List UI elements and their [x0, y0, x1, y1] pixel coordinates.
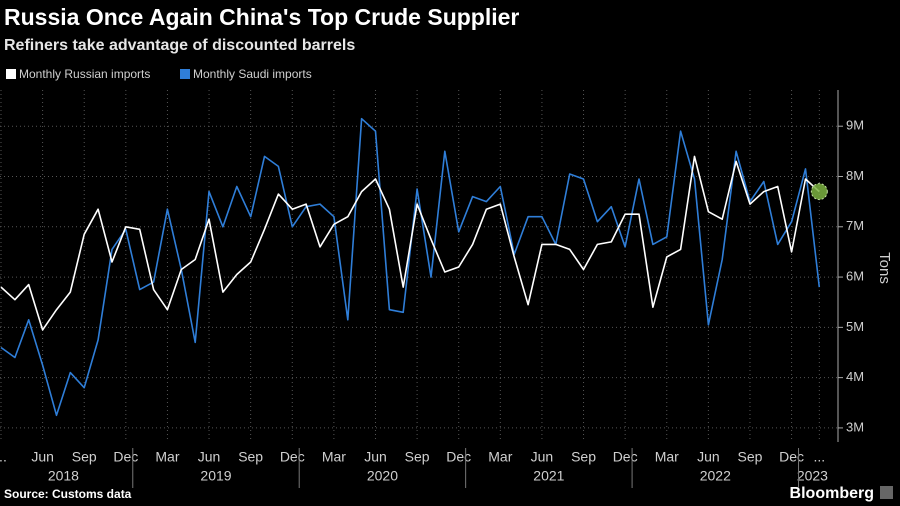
series-line	[0, 155, 820, 331]
x-tick-label: ...	[813, 449, 825, 465]
x-tick-label: Dec	[613, 449, 638, 465]
legend-label: Monthly Russian imports	[19, 67, 150, 81]
y-tick-label: 6M	[846, 269, 864, 284]
x-tick-label: Jun	[697, 449, 720, 465]
y-tick-label: 9M	[846, 118, 864, 133]
brand: Bloomberg	[790, 485, 874, 502]
x-tick-label: Mar	[322, 449, 346, 465]
chart-title: Russia Once Again China's Top Crude Supp…	[4, 4, 519, 30]
x-tick-label: Dec	[779, 449, 804, 465]
source: Source: Customs data	[4, 487, 132, 501]
x-tick-label: Jun	[31, 449, 54, 465]
chart-subtitle: Refiners take advantage of discounted ba…	[4, 37, 355, 54]
x-tick-label: Jun	[198, 449, 221, 465]
year-label: 2020	[367, 468, 398, 484]
year-label: 2018	[48, 468, 79, 484]
y-axis-label: Tons	[876, 252, 893, 284]
y-tick-label: 8M	[846, 168, 864, 183]
legend-swatch	[6, 69, 16, 79]
x-tick-label: Jun	[364, 449, 387, 465]
y-tick-label: 5M	[846, 319, 864, 334]
y-tick-label: 3M	[846, 419, 864, 434]
y-tick-label: 7M	[846, 218, 864, 233]
x-tick-label: Dec	[280, 449, 305, 465]
x-tick-label: ...	[0, 449, 7, 465]
x-tick-label: Sep	[238, 449, 263, 465]
x-tick-label: Sep	[72, 449, 97, 465]
brand-icon	[880, 486, 893, 499]
year-label: 2022	[700, 468, 731, 484]
legend-label: Monthly Saudi imports	[193, 67, 312, 81]
series-line	[0, 117, 821, 417]
x-tick-label: Sep	[405, 449, 430, 465]
y-tick-label: 4M	[846, 369, 864, 384]
year-label: 2023	[797, 468, 828, 484]
year-label: 2019	[200, 468, 231, 484]
highlight-dot	[810, 183, 828, 201]
x-tick-label: Dec	[113, 449, 138, 465]
x-tick-label: Mar	[155, 449, 179, 465]
x-tick-label: Sep	[571, 449, 596, 465]
x-tick-label: Dec	[446, 449, 471, 465]
x-tick-label: Sep	[738, 449, 763, 465]
x-tick-label: Mar	[655, 449, 679, 465]
legend-swatch	[180, 69, 190, 79]
year-label: 2021	[533, 468, 564, 484]
x-tick-label: Jun	[531, 449, 554, 465]
x-tick-label: Mar	[488, 449, 512, 465]
